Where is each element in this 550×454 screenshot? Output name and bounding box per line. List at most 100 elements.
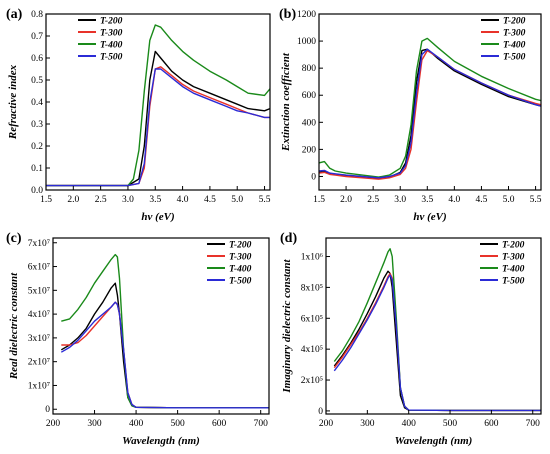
y-tick-label: 4x10⁷	[28, 310, 50, 320]
x-tick-label: 5.0	[503, 195, 515, 205]
x-tick-label: 200	[319, 419, 334, 429]
x-tick-label: 2.0	[67, 195, 79, 205]
legend-entry: T-400	[502, 265, 525, 275]
y-tick-label: 400	[302, 118, 317, 128]
series-lines	[46, 24, 270, 187]
legend-entry: T-200	[502, 241, 525, 251]
legend: T-200 T-300 T-400 T-500	[481, 17, 526, 63]
x-tick-label: 2.5	[95, 195, 107, 205]
y-tick-label: 800	[302, 64, 317, 74]
y-tick-label: 0.6	[31, 54, 43, 64]
y-tick-label: 0.4	[31, 98, 43, 108]
x-tick-label: 1.5	[313, 195, 325, 205]
series-line-t-500	[333, 274, 541, 412]
plot-frame	[318, 13, 542, 191]
series-line-t-200	[60, 282, 269, 409]
panel-label: (c)	[6, 231, 22, 246]
y-tick-label: 4x10⁵	[301, 345, 323, 355]
x-tick-label: 5.5	[259, 195, 271, 205]
series-line-t-500	[319, 48, 541, 179]
y-axis-label: Extinction coefficient	[280, 52, 292, 152]
chart-panel-3: (c) 200 300 400 500 600 700 0 1x10⁷ 2x10⁷ 3x10⁷ 4x1…	[6, 231, 270, 447]
y-tick-label: 0.0	[31, 186, 43, 196]
series-line-t-500	[60, 301, 269, 409]
chart-panel-2: (b) 1.5 2.0 2.5 3.0 3.5 4.0 4.5 5.0 5.5 0 200 400 600…	[279, 7, 542, 223]
y-axis-label: Imaginary dielectric constant	[281, 258, 293, 393]
y-tick-label: 0	[45, 405, 50, 415]
y-tick-label: 0	[311, 172, 316, 182]
y-tick-label: 200	[302, 145, 317, 155]
series-lines	[319, 37, 541, 180]
series-line-t-300	[46, 66, 270, 187]
y-tick-label: 0	[318, 407, 323, 417]
y-tick-label: 1x10⁷	[28, 381, 50, 391]
y-tick-label: 0.3	[31, 120, 43, 130]
x-tick-label: 4.0	[177, 195, 189, 205]
legend-entry: T-400	[503, 41, 526, 51]
y-tick-label: 1x10⁶	[301, 253, 323, 263]
legend-entry: T-500	[229, 277, 252, 287]
legend-entry: T-300	[100, 29, 123, 39]
x-axis-label: Wavelength (nm)	[395, 435, 473, 447]
y-tick-label: 3x10⁷	[28, 334, 50, 344]
series-line-t-400	[319, 37, 541, 178]
x-tick-label: 500	[443, 419, 458, 429]
x-axis-label: hν (eV)	[413, 211, 446, 223]
chart-panel-4: (d) 200 300 400 500 600 700 0 2x10⁵ 4x10⁵ 6x10⁵ 8x1…	[280, 231, 542, 447]
plot-frame	[45, 13, 271, 191]
x-tick-label: 700	[526, 419, 541, 429]
x-tick-label: 500	[170, 419, 185, 429]
x-tick-label: 4.0	[448, 195, 460, 205]
panel-label: (a)	[6, 7, 23, 22]
x-axis-label: Wavelength (nm)	[122, 435, 200, 447]
series-line-t-300	[319, 49, 541, 180]
plot-frame	[52, 237, 270, 415]
legend-entry: T-300	[229, 253, 252, 263]
series-lines	[333, 248, 541, 412]
x-tick-label: 400	[402, 419, 417, 429]
y-tick-label: 6x10⁷	[28, 263, 50, 273]
series-line-t-500	[46, 68, 270, 187]
x-tick-label: 600	[212, 419, 227, 429]
series-line-t-200	[333, 270, 541, 412]
x-tick-label: 600	[484, 419, 499, 429]
x-tick-label: 700	[254, 419, 269, 429]
series-line-t-200	[319, 48, 541, 180]
legend-entry: T-300	[503, 29, 526, 39]
x-tick-label: 2.0	[340, 195, 352, 205]
legend-entry: T-500	[100, 53, 123, 63]
y-tick-label: 1000	[297, 37, 316, 47]
legend-entry: T-400	[229, 265, 252, 275]
y-tick-label: 2x10⁷	[28, 358, 50, 368]
legend-entry: T-200	[503, 17, 526, 27]
x-tick-label: 200	[46, 419, 61, 429]
y-tick-label: 7x10⁷	[28, 239, 50, 249]
series-line-t-200	[46, 50, 270, 187]
x-tick-label: 3.0	[122, 195, 134, 205]
series-line-t-300	[333, 272, 541, 412]
y-axis-label: Real dielectric constant	[8, 272, 20, 380]
series-lines	[60, 253, 269, 409]
x-tick-label: 4.5	[204, 195, 216, 205]
legend-entry: T-500	[503, 53, 526, 63]
x-tick-label: 300	[360, 419, 375, 429]
x-axis-label: hν (eV)	[141, 211, 174, 223]
chart-panel-1: (a) 1.5 2.0 2.5 3.0 3.5 4.0 4.5 5.0 5.5 0.0 0.1 0.2 0…	[6, 7, 271, 223]
x-tick-label: 1.5	[40, 195, 52, 205]
x-tick-label: 3.5	[149, 195, 161, 205]
legend: T-200 T-300 T-400 T-500	[78, 17, 123, 63]
legend-entry: T-200	[100, 17, 123, 27]
y-tick-label: 8x10⁵	[301, 283, 323, 293]
y-tick-label: 0.5	[31, 76, 43, 86]
plot-frame	[325, 237, 542, 415]
legend-entry: T-500	[502, 277, 525, 287]
panel-label: (d)	[280, 231, 297, 246]
y-tick-label: 5x10⁷	[28, 286, 50, 296]
legend-entry: T-200	[229, 241, 252, 251]
y-tick-label: 1200	[297, 10, 316, 20]
x-tick-label: 400	[129, 419, 144, 429]
legend: T-200 T-300 T-400 T-500	[207, 241, 252, 287]
x-tick-label: 5.0	[231, 195, 243, 205]
legend-entry: T-300	[502, 253, 525, 263]
